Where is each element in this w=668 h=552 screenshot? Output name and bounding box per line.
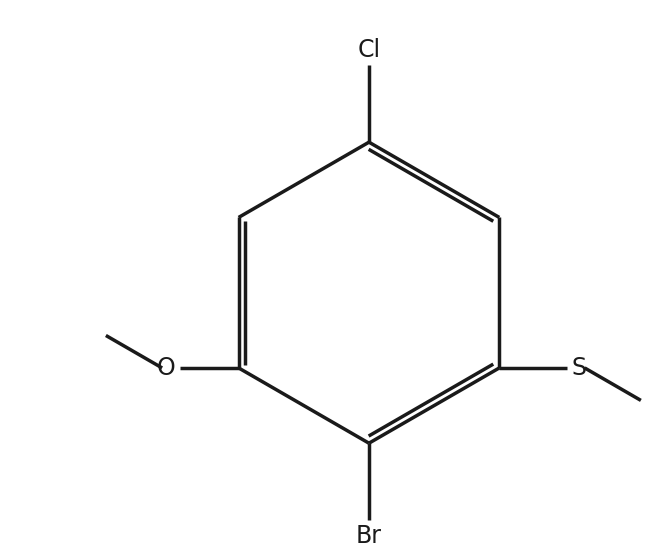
Text: S: S: [571, 356, 586, 380]
Text: Br: Br: [356, 524, 382, 548]
Text: Cl: Cl: [357, 38, 381, 62]
Text: O: O: [157, 356, 176, 380]
